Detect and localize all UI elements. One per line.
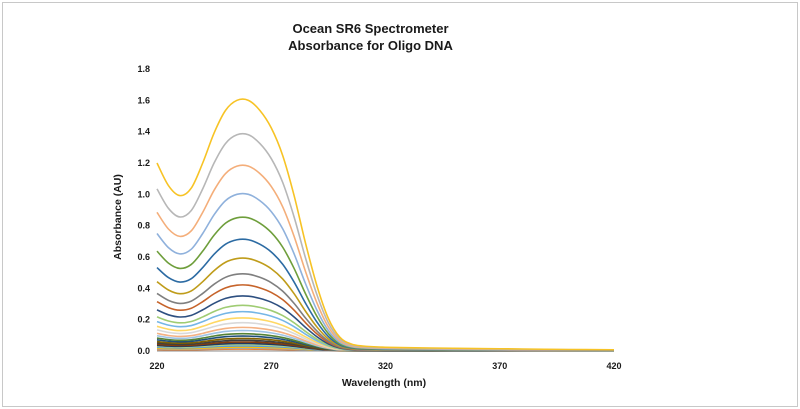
x-tick-label: 370 [492,361,507,371]
y-tick-label: 0.0 [137,346,150,356]
y-tick-label: 0.6 [137,252,150,262]
x-tick-label: 420 [606,361,621,371]
axis-layer: 0.0 0.2 0.4 0.6 0.8 1.0 1.2 1.4 1.6 1.8 220 270 320 3… [137,64,621,371]
y-tick-label: 0.8 [137,221,150,231]
spectrum-series-1 [156,98,615,351]
y-tick-label: 1.0 [137,189,150,199]
x-axis-title: Wavelength (nm) [342,377,426,389]
y-tick-label: 1.8 [137,64,150,74]
x-tick-label: 220 [149,361,164,371]
chart-title-block: Ocean SR6 Spectrometer Absorbance for Ol… [0,20,741,54]
series-layer [156,98,615,352]
chart-subtitle: Absorbance for Oligo DNA [288,38,453,53]
spectrum-series-5 [156,216,615,352]
chart-title: Ocean SR6 Spectrometer [292,21,449,36]
x-tick-label: 270 [264,361,279,371]
y-tick-label: 1.4 [137,127,150,137]
spectrum-series-2 [156,132,615,351]
spectrum-series-3 [156,164,615,351]
y-tick-label: 1.6 [137,95,150,105]
y-axis-title: Absorbance (AU) [112,174,124,260]
y-tick-label: 1.2 [137,158,150,168]
y-tick-label: 0.2 [137,315,150,325]
x-tick-label: 320 [378,361,393,371]
y-tick-label: 0.4 [137,283,150,293]
spectrum-series-4 [156,192,615,352]
